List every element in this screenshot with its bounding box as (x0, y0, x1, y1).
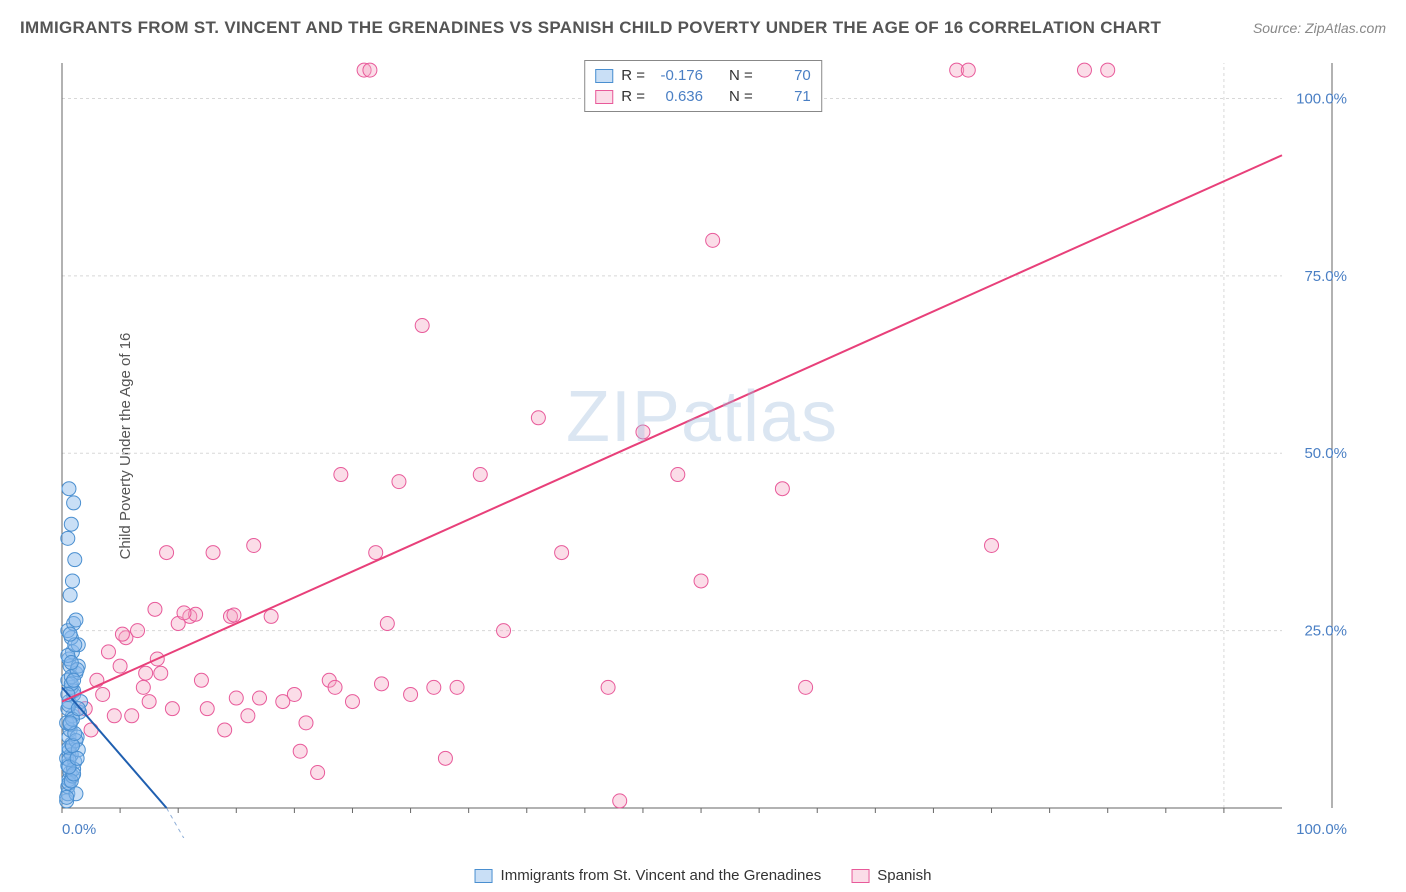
legend-swatch-pink (595, 90, 613, 104)
svg-text:100.0%: 100.0% (1296, 821, 1347, 838)
chart-title: IMMIGRANTS FROM ST. VINCENT AND THE GREN… (20, 18, 1161, 38)
title-bar: IMMIGRANTS FROM ST. VINCENT AND THE GREN… (20, 18, 1386, 38)
legend-correlation: R = -0.176 N = 70 R = 0.636 N = 71 (584, 60, 822, 112)
n-value-1: 70 (761, 67, 811, 84)
plot-area: ZIPatlas 0.0%100.0%25.0%50.0%75.0%100.0% (52, 58, 1352, 838)
legend-row-series-1: R = -0.176 N = 70 (595, 65, 811, 86)
scatter-chart: 0.0% 100.0% 25.0% 50.0% 75.0% 100.0% (52, 58, 1352, 838)
legend-swatch-blue-bottom (475, 869, 493, 883)
svg-text:75.0%: 75.0% (1304, 268, 1347, 285)
r-value-2: 0.636 (653, 88, 703, 105)
legend-item-1: Immigrants from St. Vincent and the Gren… (475, 867, 822, 884)
svg-text:50.0%: 50.0% (1304, 445, 1347, 462)
legend-item-2: Spanish (851, 867, 931, 884)
legend-swatch-blue (595, 69, 613, 83)
n-value-2: 71 (761, 88, 811, 105)
legend-swatch-pink-bottom (851, 869, 869, 883)
r-label: R = (621, 67, 645, 84)
legend-label-1: Immigrants from St. Vincent and the Gren… (501, 867, 822, 884)
svg-text:100.0%: 100.0% (1296, 90, 1347, 107)
legend-label-2: Spanish (877, 867, 931, 884)
svg-text:25.0%: 25.0% (1304, 623, 1347, 640)
legend-series: Immigrants from St. Vincent and the Gren… (475, 867, 932, 884)
n-label: N = (729, 67, 753, 84)
source-label: Source: ZipAtlas.com (1253, 20, 1386, 36)
r-label: R = (621, 88, 645, 105)
legend-row-series-2: R = 0.636 N = 71 (595, 86, 811, 107)
n-label: N = (729, 88, 753, 105)
svg-text:0.0%: 0.0% (62, 821, 96, 838)
r-value-1: -0.176 (653, 67, 703, 84)
